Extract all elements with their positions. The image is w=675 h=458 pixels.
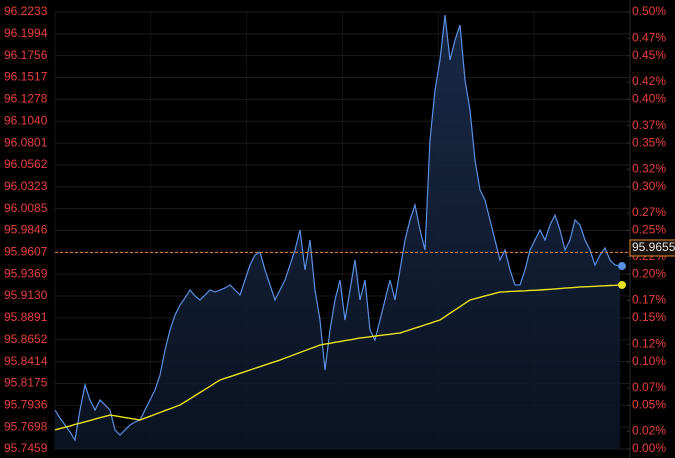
y-tick-label: 95.7698 — [4, 419, 48, 433]
y-tick-label: 96.0801 — [4, 135, 48, 149]
y2-tick-label: 0.42% — [632, 74, 666, 88]
y-tick-label: 95.9130 — [4, 288, 48, 302]
y2-tick-label: 0.27% — [632, 205, 666, 219]
y2-tick-label: 0.10% — [632, 354, 666, 368]
y-tick-label: 96.1994 — [4, 26, 48, 40]
y2-tick-label: 0.05% — [632, 397, 666, 411]
y-tick-label: 96.0085 — [4, 201, 48, 215]
y-tick-label: 95.7459 — [4, 441, 48, 455]
y2-tick-label: 0.30% — [632, 179, 666, 193]
y-tick-label: 96.2233 — [4, 4, 48, 18]
y2-tick-label: 0.12% — [632, 336, 666, 350]
y2-tick-label: 0.40% — [632, 92, 666, 106]
y2-tick-label: 0.15% — [632, 310, 666, 324]
y2-tick-label: 0.37% — [632, 118, 666, 132]
y2-tick-label: 0.25% — [632, 223, 666, 237]
last-price-dot — [618, 262, 626, 271]
last-average-dot — [618, 280, 626, 289]
y2-tick-label: 0.50% — [632, 4, 666, 18]
y-tick-label: 95.8652 — [4, 332, 48, 346]
average-line — [54, 284, 621, 431]
y-tick-label: 96.1278 — [4, 92, 48, 106]
y-tick-label: 96.0562 — [4, 157, 48, 171]
y-tick-label: 95.9846 — [4, 223, 48, 237]
y-tick-label: 95.8175 — [4, 376, 48, 390]
y2-tick-label: 0.02% — [632, 424, 666, 438]
last-price-label: 95.9655 — [632, 240, 675, 254]
y-tick-label: 95.7936 — [4, 398, 48, 412]
price-line — [54, 14, 621, 442]
y-tick-label: 96.0323 — [4, 179, 48, 193]
y2-tick-label: 0.35% — [632, 135, 666, 149]
y-tick-label: 95.9369 — [4, 266, 48, 280]
y2-tick-label: 0.07% — [632, 380, 666, 394]
last-price-box — [629, 239, 675, 257]
y2-tick-label: 0.00% — [632, 441, 666, 455]
y-tick-label: 95.8414 — [4, 354, 48, 368]
y2-tick-label: 0.20% — [632, 266, 666, 280]
y2-tick-label: 0.45% — [632, 48, 666, 62]
price-area — [55, 15, 620, 450]
y2-tick-label: 0.17% — [632, 293, 666, 307]
y2-tick-label: 0.47% — [632, 30, 666, 44]
y-tick-label: 95.9607 — [4, 245, 48, 259]
y2-tick-label: 0.32% — [632, 161, 666, 175]
y-tick-label: 96.1040 — [4, 113, 48, 127]
y-tick-label: 95.8891 — [4, 310, 48, 324]
y-tick-label: 96.1517 — [4, 70, 48, 84]
y-tick-label: 96.1756 — [4, 48, 48, 62]
